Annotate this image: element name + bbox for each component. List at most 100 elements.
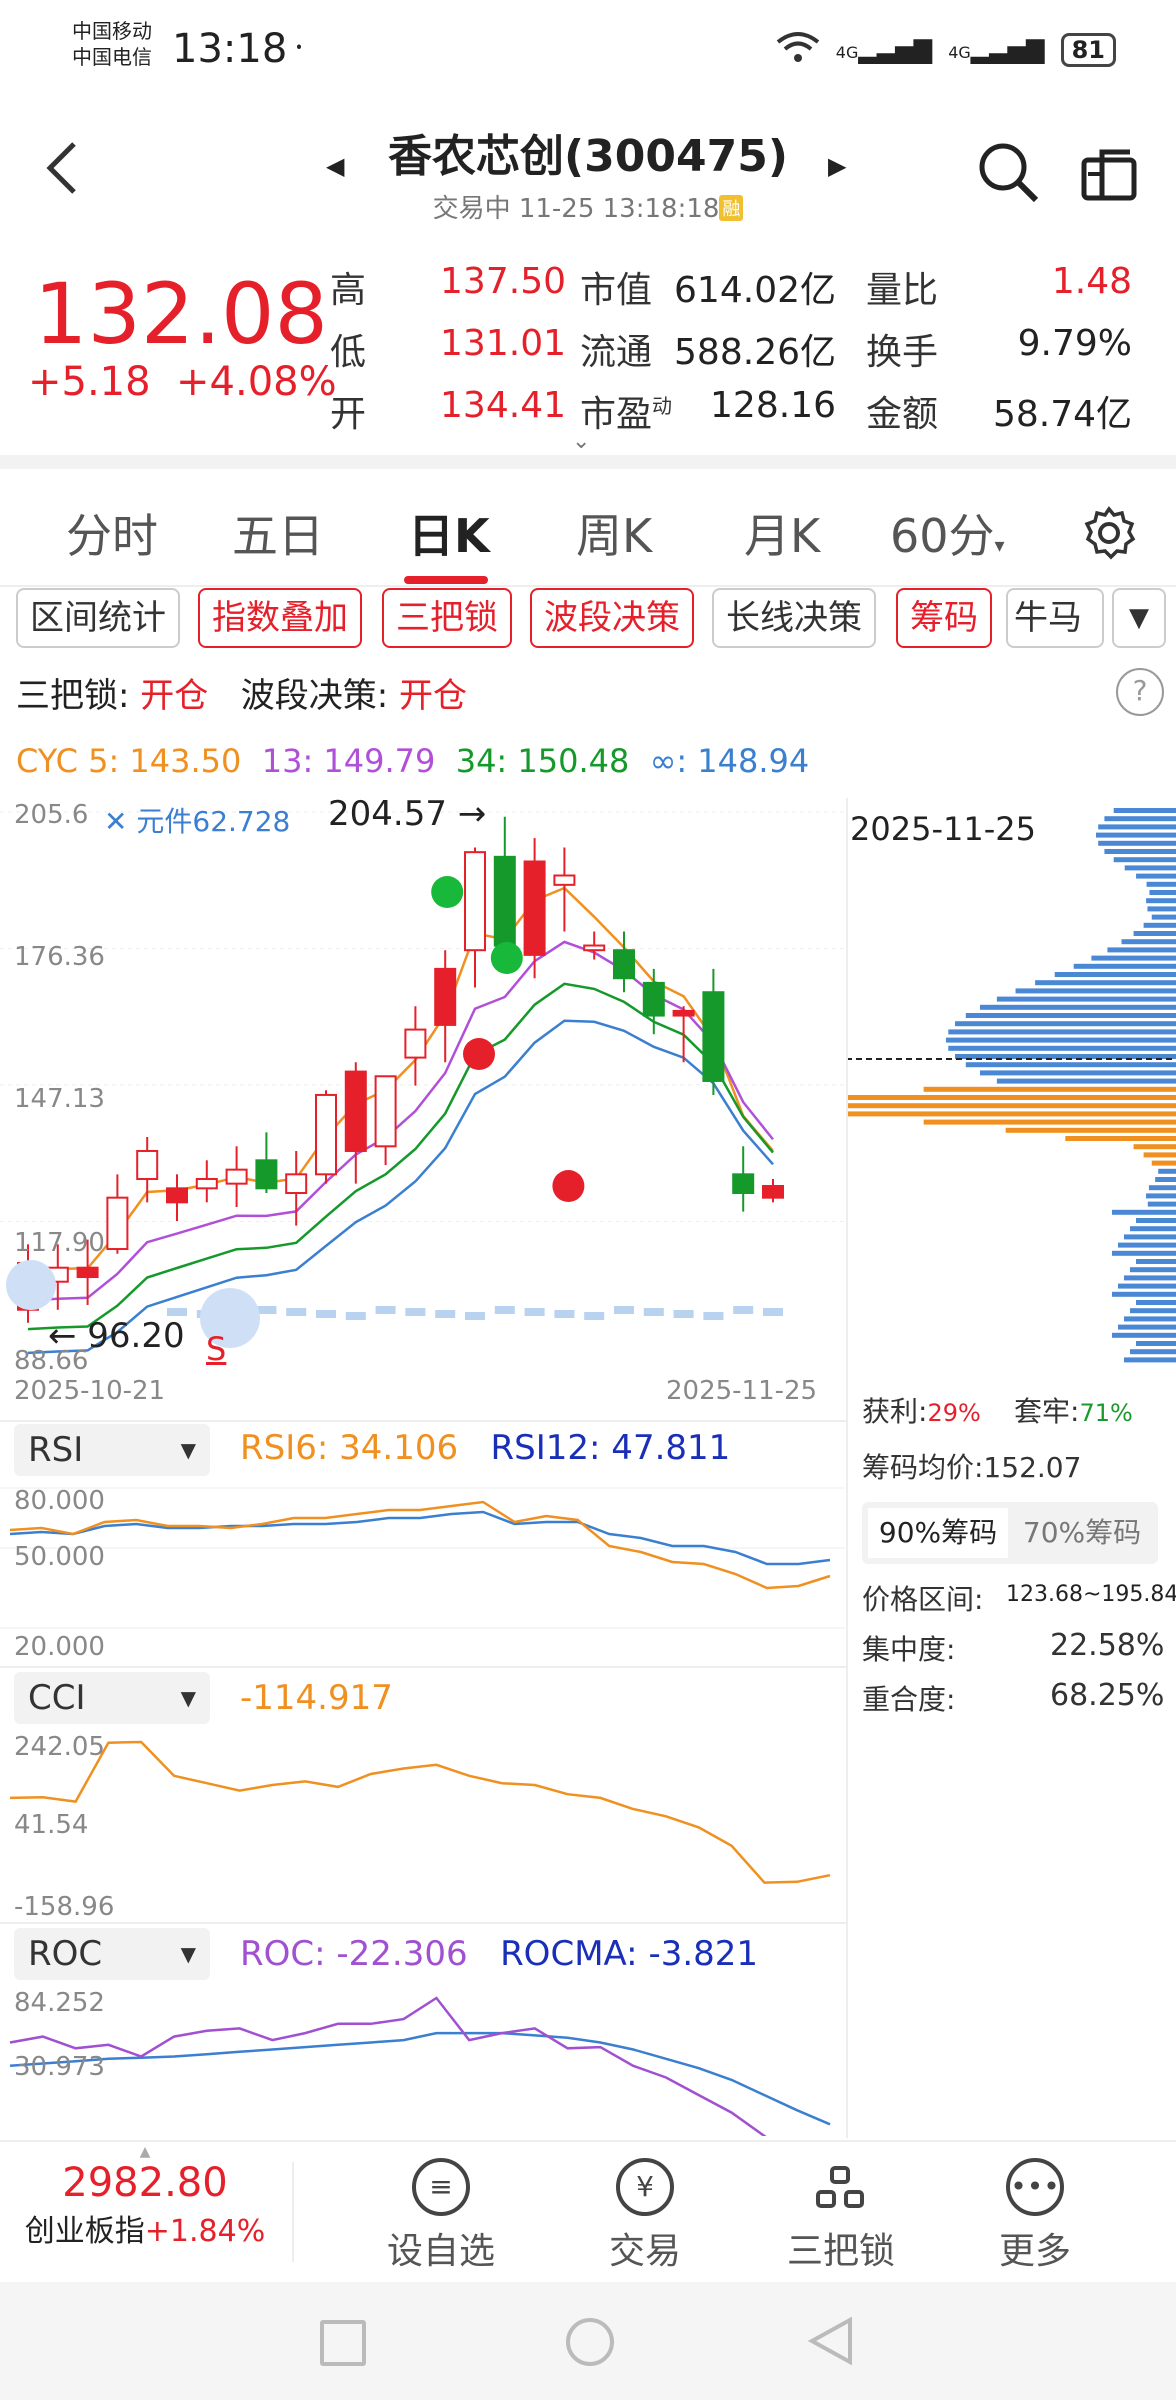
nav-add-watchlist[interactable]: ≡ 设自选	[366, 2158, 516, 2274]
cci-indicator-select[interactable]: CCI ▼	[14, 1672, 210, 1724]
tab-5day[interactable]: 五日	[232, 509, 324, 563]
nav-three-locks[interactable]: 三把锁	[766, 2158, 916, 2274]
prev-stock-button[interactable]: ◀	[326, 152, 345, 180]
tab-90-chips[interactable]: 90%筹码	[868, 1508, 1008, 1558]
candle-body	[404, 1028, 427, 1059]
up-arrow-icon: ▲	[139, 2144, 151, 2160]
trade-status-text: 交易中 11-25 13:18:18	[432, 194, 720, 224]
home-button[interactable]	[566, 2318, 614, 2366]
candle-body	[732, 1173, 755, 1194]
cyc34-line	[27, 982, 774, 1331]
chip-bar	[1149, 890, 1176, 895]
kline-chart-area[interactable]: 205.6 176.36 147.13 117.90 88.66 ✕ 元件62.…	[0, 794, 1176, 2138]
share-icon[interactable]	[1080, 144, 1138, 202]
cyc-legend: CYC 5: 143.50 13: 149.79 34: 150.48 ∞: 1…	[16, 742, 809, 780]
rsi-select-label: RSI	[28, 1430, 84, 1470]
candle-body	[225, 1168, 248, 1185]
help-icon[interactable]: ?	[1116, 668, 1164, 716]
chevron-down-icon: ▼	[180, 1438, 196, 1462]
quote-value: 588.26亿	[674, 332, 836, 373]
chip-bull-horse[interactable]: 牛马	[1006, 588, 1104, 648]
candlestick-chart[interactable]	[0, 798, 845, 1378]
tab-60min[interactable]: 60分▾	[890, 500, 1005, 566]
tab-70-chips[interactable]: 70%筹码	[1022, 1516, 1142, 1549]
chip-bar	[1118, 1324, 1176, 1330]
chip-bar	[1113, 857, 1176, 863]
overlap-label: 重合度:	[862, 1683, 956, 1716]
candle-body	[702, 991, 725, 1082]
chip-bar	[923, 1086, 1176, 1092]
tab-day-k[interactable]: 日K	[408, 509, 490, 563]
chip-bar	[1124, 1316, 1176, 1322]
chevron-down-icon[interactable]: ▼	[1112, 588, 1166, 648]
signal-line: 三把锁: 开仓 波段决策: 开仓	[16, 668, 467, 717]
chip-bar	[1143, 1152, 1176, 1158]
rsi-indicator-select[interactable]: RSI ▼	[14, 1424, 210, 1476]
chip-bar	[1158, 1168, 1176, 1174]
roc-select-label: ROC	[28, 1934, 103, 1974]
more-icon: •••	[1006, 2158, 1064, 2216]
nav-three-locks-label: 三把锁	[786, 2231, 895, 2272]
chip-three-locks[interactable]: 三把锁	[382, 588, 512, 648]
roc-indicator-select[interactable]: ROC ▼	[14, 1928, 210, 1980]
sell-marker: S	[206, 1330, 227, 1368]
next-stock-button[interactable]: ▶	[828, 152, 847, 180]
chip-bar	[1104, 849, 1176, 854]
quote-value: 614.02亿	[674, 270, 836, 311]
chip-bar	[1136, 873, 1176, 879]
last-price: 132.08	[34, 265, 328, 363]
chip-bar	[1107, 947, 1176, 953]
rsi12-value: RSI12: 47.811	[490, 1428, 731, 1468]
chip-bar	[1015, 988, 1176, 994]
candle-body	[762, 1184, 784, 1199]
indicator-chips: 区间统计 指数叠加 三把锁 波段决策 长线决策 筹码 牛马 ▼	[0, 588, 1176, 652]
candle-body	[106, 1196, 129, 1251]
chip-bar	[1143, 922, 1176, 928]
quote-label: 开	[330, 394, 367, 435]
divider	[0, 455, 1176, 469]
index-ticker[interactable]: ▲ 2982.80 创业板指+1.84%	[0, 2142, 290, 2282]
tab-60min-label: 60分	[890, 509, 995, 563]
chip-long-decision[interactable]: 长线决策	[712, 588, 876, 648]
roc-line	[9, 1996, 767, 2136]
expand-chevron-icon[interactable]: ⌄	[572, 429, 591, 454]
rocma-line	[9, 2031, 831, 2126]
overlay-index-label[interactable]: ✕ 元件62.728	[104, 805, 291, 838]
chip-index-overlay[interactable]: 指数叠加	[198, 588, 362, 648]
chip-bar	[1065, 1136, 1176, 1141]
nav-trade[interactable]: ¥ 交易	[570, 2158, 720, 2274]
chip-bar	[1124, 1275, 1176, 1281]
chip-bar	[1035, 980, 1176, 986]
clock: 13:18	[172, 26, 288, 72]
cyc5-line	[27, 886, 774, 1272]
chip-bar	[1151, 914, 1176, 920]
cycinf-value: ∞: 148.94	[649, 742, 810, 780]
chip-bar	[1104, 816, 1176, 822]
chip-bar	[1112, 1250, 1176, 1256]
settings-icon[interactable]	[1082, 506, 1136, 564]
chip-bar	[1112, 1332, 1176, 1338]
chip-range-stats[interactable]: 区间统计	[16, 588, 180, 648]
price-range-label: 价格区间:	[862, 1583, 984, 1616]
chip-chips[interactable]: 筹码	[896, 588, 992, 648]
overlay-bar	[673, 1310, 694, 1318]
chip-bar	[980, 1070, 1176, 1076]
tab-week-k[interactable]: 周K	[576, 509, 653, 563]
tab-fenshi[interactable]: 分时	[66, 509, 158, 563]
period-tabs: 分时 五日 日K 周K 月K 60分▾	[0, 470, 1176, 587]
sell-signal-marker	[431, 876, 464, 908]
tab-month-k[interactable]: 月K	[744, 509, 821, 563]
chip-bar	[955, 1021, 1176, 1027]
back-nav-button[interactable]	[807, 2316, 854, 2370]
chip-bar	[948, 1045, 1176, 1051]
search-icon[interactable]	[976, 140, 1040, 204]
sell-signal-marker	[490, 942, 523, 974]
chip-band-decision[interactable]: 波段决策	[530, 588, 694, 648]
recent-apps-button[interactable]	[320, 2320, 366, 2366]
chip-bar	[1136, 1259, 1176, 1264]
cycinf-line	[27, 1019, 774, 1355]
max-price-value: 204.57	[328, 794, 447, 834]
back-button[interactable]	[44, 140, 80, 210]
quote-label: 市盈动	[580, 394, 673, 435]
nav-more[interactable]: ••• 更多	[960, 2158, 1110, 2274]
